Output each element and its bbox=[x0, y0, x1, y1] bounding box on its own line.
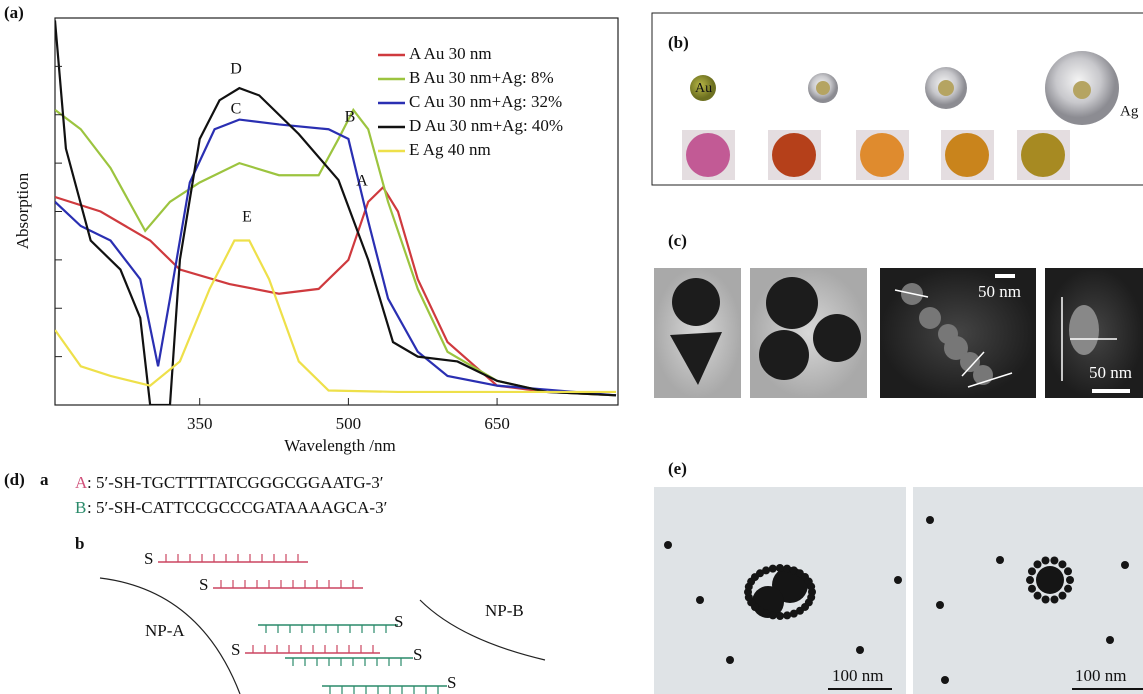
thiol-label: S bbox=[144, 549, 153, 568]
panel-label: (a) bbox=[4, 3, 24, 22]
core bbox=[1073, 81, 1091, 99]
x-tick-label: 650 bbox=[484, 414, 510, 433]
satellite bbox=[1028, 585, 1036, 593]
satellite bbox=[1066, 576, 1074, 584]
solution bbox=[1021, 133, 1065, 177]
x-tick-label: 350 bbox=[187, 414, 213, 433]
strand-sequence: : 5′-SH-TGCTTTTATCGGGCGGAATG-3′ bbox=[87, 473, 383, 492]
spectrum-line bbox=[55, 120, 616, 396]
satellite bbox=[769, 565, 777, 573]
satellite bbox=[1058, 592, 1066, 600]
peak-label: D bbox=[230, 61, 242, 78]
sub-label: a bbox=[40, 470, 49, 489]
scale-label: 100 nm bbox=[832, 666, 883, 685]
tem-image bbox=[913, 487, 1143, 694]
thiol-label: S bbox=[231, 640, 240, 659]
x-tick-label: 500 bbox=[336, 414, 362, 433]
satellite bbox=[1058, 560, 1066, 568]
particle-label: NP-A bbox=[145, 621, 185, 640]
panel-label: (b) bbox=[668, 33, 689, 52]
satellite bbox=[1042, 596, 1050, 604]
particle bbox=[664, 541, 672, 549]
satellite bbox=[776, 564, 784, 572]
nanoparticle bbox=[766, 277, 818, 329]
satellite bbox=[790, 610, 798, 618]
peak-label: B bbox=[345, 109, 356, 126]
particle-label: NP-B bbox=[485, 601, 524, 620]
particle bbox=[1121, 561, 1129, 569]
strand-sequence: : 5′-SH-CATTCCGCCCGATAAAAGCA-3′ bbox=[87, 498, 387, 517]
strand-name: B bbox=[75, 498, 86, 517]
nanoparticle bbox=[759, 330, 809, 380]
satellite bbox=[1050, 595, 1058, 603]
panel-label: (c) bbox=[668, 231, 687, 250]
particle bbox=[926, 516, 934, 524]
particle bbox=[856, 646, 864, 654]
thiol-label: S bbox=[199, 575, 208, 594]
core-label: Au bbox=[695, 81, 712, 96]
sub-label: b bbox=[75, 534, 84, 553]
peak-label: E bbox=[242, 209, 252, 226]
scale-label: 50 nm bbox=[978, 282, 1021, 301]
legend-entry: B Au 30 nm+Ag: 8% bbox=[409, 68, 554, 87]
particle bbox=[936, 601, 944, 609]
y-axis-label: Absorption bbox=[13, 172, 32, 249]
panel-label: (e) bbox=[668, 459, 687, 478]
solution bbox=[860, 133, 904, 177]
panel-label: (d) bbox=[4, 470, 25, 489]
solution bbox=[772, 133, 816, 177]
figure: (a) Wavelength /nm Absorption (b) Au Ag … bbox=[0, 0, 1143, 694]
satellite bbox=[1028, 567, 1036, 575]
satellite bbox=[783, 565, 791, 573]
satellite bbox=[783, 611, 791, 619]
satellite bbox=[1064, 567, 1072, 575]
satellite bbox=[1034, 592, 1042, 600]
solution bbox=[686, 133, 730, 177]
particle bbox=[894, 576, 902, 584]
satellite bbox=[1033, 560, 1041, 568]
core bbox=[816, 81, 830, 95]
shell-label: Ag bbox=[1120, 103, 1139, 119]
solution bbox=[945, 133, 989, 177]
peak-label: C bbox=[231, 101, 242, 118]
satellite bbox=[1050, 556, 1058, 564]
satellite bbox=[1042, 557, 1050, 565]
spectrum-line bbox=[55, 110, 616, 395]
particle bbox=[726, 656, 734, 664]
satellite bbox=[769, 611, 777, 619]
legend-entry: D Au 30 nm+Ag: 40% bbox=[409, 116, 563, 135]
legend-entry: C Au 30 nm+Ag: 32% bbox=[409, 92, 562, 111]
x-axis-label: Wavelength /nm bbox=[284, 436, 395, 455]
thiol-label: S bbox=[413, 645, 422, 664]
nanoparticle bbox=[1069, 305, 1099, 355]
nanoparticle bbox=[672, 278, 720, 326]
satellite bbox=[807, 583, 815, 591]
satellite bbox=[776, 612, 784, 620]
particle bbox=[696, 596, 704, 604]
scale-label: 50 nm bbox=[1089, 363, 1132, 382]
satellite bbox=[1026, 576, 1034, 584]
thiol-label: S bbox=[447, 673, 456, 692]
legend-entry: A Au 30 nm bbox=[409, 44, 492, 63]
cluster-core bbox=[1036, 566, 1064, 594]
thiol-label: S bbox=[394, 612, 403, 631]
particle bbox=[941, 676, 949, 684]
np-b-surface bbox=[420, 600, 545, 660]
scale-label: 100 nm bbox=[1075, 666, 1126, 685]
satellite bbox=[1064, 585, 1072, 593]
nanoparticle bbox=[813, 314, 861, 362]
particle bbox=[996, 556, 1004, 564]
particle bbox=[1106, 636, 1114, 644]
core bbox=[938, 80, 954, 96]
peak-label: A bbox=[356, 173, 368, 190]
legend-entry: E Ag 40 nm bbox=[409, 140, 491, 159]
satellite bbox=[762, 566, 770, 574]
